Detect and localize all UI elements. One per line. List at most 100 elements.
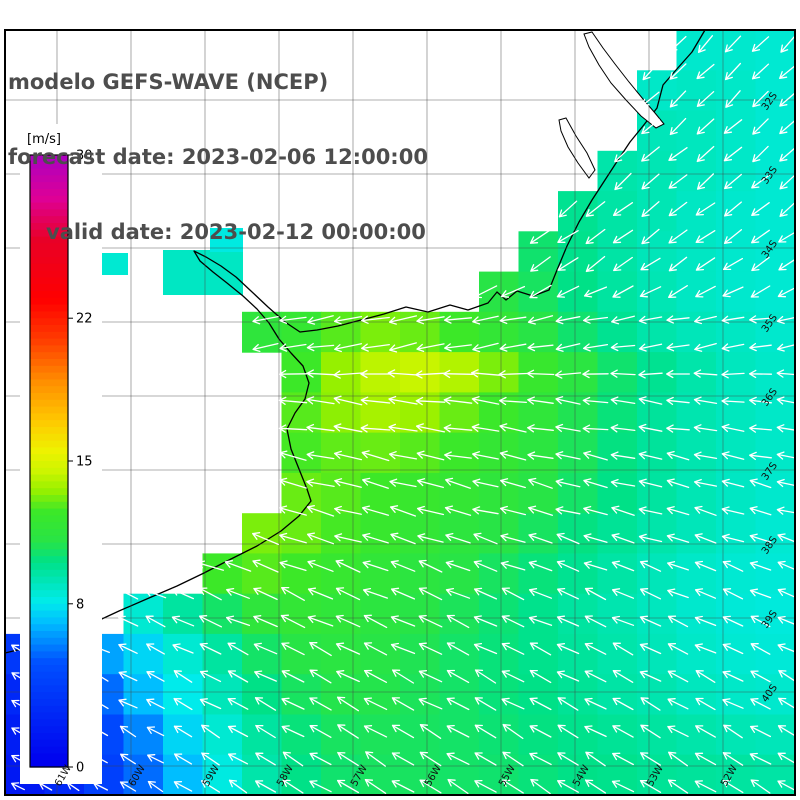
wind-arrow xyxy=(612,752,634,766)
wind-arrow xyxy=(361,343,390,352)
wind-cell xyxy=(439,633,480,675)
colorbar-segment xyxy=(30,433,68,442)
wind-arrow xyxy=(499,505,527,516)
wind-arrow xyxy=(333,423,363,433)
wind-arrow xyxy=(584,670,607,683)
wind-arrow xyxy=(500,560,526,571)
wind-arrow xyxy=(557,724,579,739)
wind-arrow xyxy=(557,587,579,600)
wind-cell xyxy=(597,593,638,635)
wind-arrow xyxy=(117,588,139,600)
wind-arrow xyxy=(445,560,471,572)
wind-arrow xyxy=(554,370,582,379)
colorbar-segment xyxy=(30,236,68,244)
wind-arrow xyxy=(473,532,498,545)
wind-arrow xyxy=(641,146,660,162)
wind-arrow xyxy=(611,533,635,544)
wind-arrow xyxy=(498,370,528,379)
wind-cell xyxy=(518,513,559,555)
wind-arrow xyxy=(751,202,770,216)
wind-cell xyxy=(755,633,796,675)
wind-arrow xyxy=(749,315,772,324)
wind-cell xyxy=(597,754,638,796)
wind-arrow xyxy=(779,146,797,162)
wind-arrow xyxy=(556,643,580,655)
wind-arrow xyxy=(721,451,745,460)
wind-cell xyxy=(637,633,678,675)
wind-cell xyxy=(321,432,362,474)
wind-cell xyxy=(281,754,322,796)
wind-arrow xyxy=(388,423,418,432)
wind-arrow xyxy=(750,615,771,628)
wind-arrow xyxy=(555,396,581,405)
wind-arrow xyxy=(389,342,417,353)
wind-arrow xyxy=(502,751,524,767)
wind-arrow xyxy=(336,670,360,683)
colorbar-segment xyxy=(30,631,68,639)
wind-arrow xyxy=(696,118,715,135)
wind-arrow xyxy=(472,451,499,460)
wind-arrow xyxy=(307,315,334,325)
wind-arrow xyxy=(416,505,445,516)
wind-arrow xyxy=(722,560,744,572)
wind-cell xyxy=(716,191,757,232)
wind-arrow xyxy=(442,369,474,379)
wind-cell xyxy=(676,110,717,152)
colorbar-segment xyxy=(30,461,68,469)
wind-arrow xyxy=(779,201,797,217)
wind-arrow xyxy=(583,533,608,543)
wind-arrow xyxy=(612,229,634,244)
wind-arrow xyxy=(640,724,661,739)
wind-arrow xyxy=(336,779,360,794)
wind-arrow xyxy=(666,478,690,489)
wind-cell xyxy=(202,593,243,635)
wind-arrow xyxy=(722,752,744,766)
colorbar-segment xyxy=(30,705,68,714)
wind-arrow xyxy=(173,781,193,792)
colorbar-segment xyxy=(30,665,68,673)
wind-arrow xyxy=(418,587,443,601)
colorbar-segment xyxy=(30,529,68,537)
wind-arrow xyxy=(610,369,636,378)
colorbar-segment xyxy=(30,719,68,727)
wind-arrow xyxy=(582,396,609,406)
colorbar-segment xyxy=(30,447,68,455)
wind-arrow xyxy=(639,670,662,682)
wind-arrow xyxy=(666,369,690,379)
wind-cell xyxy=(400,633,441,675)
colorbar-segment xyxy=(30,644,68,652)
wind-arrow xyxy=(722,643,744,655)
wind-cell xyxy=(123,754,164,796)
wind-arrow xyxy=(227,642,249,656)
wind-arrow xyxy=(391,697,415,711)
wind-arrow xyxy=(695,257,716,271)
wind-arrow xyxy=(749,588,772,599)
wind-arrow xyxy=(638,423,663,433)
wind-cell xyxy=(400,674,441,716)
wind-arrow xyxy=(336,696,360,712)
wind-arrow xyxy=(227,670,249,683)
wind-cell xyxy=(202,553,243,595)
wind-arrow xyxy=(641,173,660,190)
wind-arrow xyxy=(528,477,553,489)
wind-cell xyxy=(163,714,204,756)
wind-arrow xyxy=(614,145,632,163)
wind-arrow xyxy=(666,506,690,516)
wind-arrow xyxy=(642,62,659,81)
wind-arrow xyxy=(749,533,772,543)
wind-arrow xyxy=(390,642,416,655)
wind-cell xyxy=(518,754,559,796)
colorbar-segment xyxy=(30,658,68,666)
wind-arrow xyxy=(279,477,307,489)
colorbar-segment xyxy=(30,610,68,618)
wind-arrow xyxy=(360,369,391,379)
wind-arrow xyxy=(582,369,609,379)
wind-arrow xyxy=(723,146,743,162)
wind-arrow xyxy=(147,780,164,793)
colorbar-segment xyxy=(30,603,68,612)
wind-arrow xyxy=(306,478,335,488)
wind-arrow xyxy=(388,395,418,405)
wind-cell xyxy=(716,553,757,595)
wind-cell xyxy=(558,432,599,474)
